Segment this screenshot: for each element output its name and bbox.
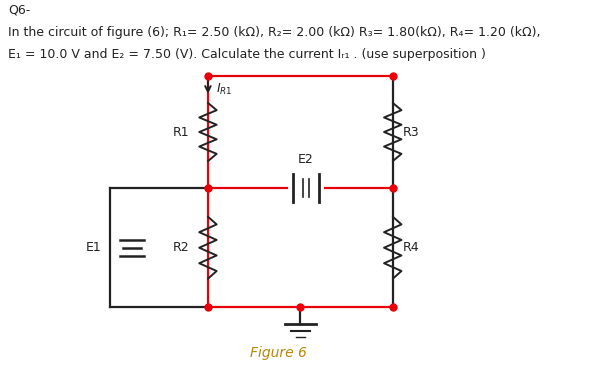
Text: E2: E2 [298, 153, 313, 165]
Text: E₁ = 10.0 V and E₂ = 7.50 (V). Calculate the current Iᵣ₁ . (use superposition ): E₁ = 10.0 V and E₂ = 7.50 (V). Calculate… [8, 48, 486, 61]
Text: R1: R1 [172, 126, 189, 138]
Text: In the circuit of figure (6); R₁= 2.50 (kΩ), R₂= 2.00 (kΩ) R₃= 1.80(kΩ), R₄= 1.2: In the circuit of figure (6); R₁= 2.50 (… [8, 26, 540, 39]
Text: R2: R2 [172, 241, 189, 254]
Text: R4: R4 [403, 241, 419, 254]
Text: Figure 6: Figure 6 [250, 346, 307, 360]
Text: R3: R3 [403, 126, 419, 138]
Text: $I_{R1}$: $I_{R1}$ [216, 82, 233, 97]
Text: E1: E1 [86, 241, 102, 254]
Text: Q6-: Q6- [8, 3, 30, 16]
